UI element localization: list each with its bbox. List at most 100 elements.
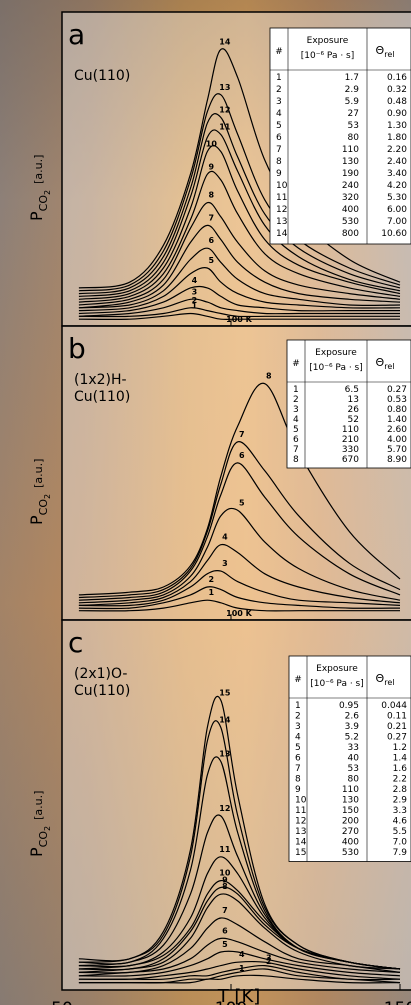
curve-label: 7 <box>239 430 245 439</box>
table-cell: 270 <box>342 827 359 837</box>
curve-label: 5 <box>239 498 245 507</box>
table-cell: 530 <box>342 848 359 858</box>
curve-label: 10 <box>206 140 218 149</box>
exposure-table: #Exposure[10⁻⁶ Pa · s]Θrel16.50.272130.5… <box>287 340 411 468</box>
table-cell: 110 <box>342 425 359 435</box>
table-cell: 13 <box>348 395 359 405</box>
table-cell: 0.90 <box>387 109 407 119</box>
table-cell: 1.40 <box>387 415 407 425</box>
table-cell: 0.80 <box>387 405 407 415</box>
curve-label: 3 <box>266 954 272 963</box>
table-cell: 2.20 <box>387 145 407 155</box>
curve-label: 10 <box>219 869 231 878</box>
table-cell: 33 <box>348 743 359 753</box>
y-label-main: P <box>27 515 46 525</box>
curve-label: 4 <box>239 950 245 959</box>
curve-label: 15 <box>219 688 231 697</box>
curve-label: 14 <box>219 37 231 46</box>
curve-label: 6 <box>222 926 228 935</box>
table-cell: 200 <box>342 817 359 827</box>
curve-label: 8 <box>209 191 215 200</box>
table-cell: 2.8 <box>393 785 408 795</box>
table-cell: 9 <box>276 169 282 179</box>
y-label-unit: [a.u.] <box>32 791 45 820</box>
panel-label: a <box>68 18 85 51</box>
sample-name: (1x2)H- <box>74 372 127 388</box>
y-label-sub: CO <box>37 499 50 516</box>
theta: Θ <box>376 44 385 57</box>
panel-label: c <box>68 626 83 659</box>
table-cell: 0.27 <box>387 385 407 395</box>
x-tick-label: 100 K <box>226 609 252 618</box>
curve-label: 7 <box>222 906 228 915</box>
curve-label: 6 <box>209 236 215 245</box>
table-cell: 5 <box>276 121 282 131</box>
theta-sub: rel <box>384 362 394 371</box>
table-cell: 530 <box>342 217 359 227</box>
table-cell: 11 <box>276 193 287 203</box>
curve-label: 4 <box>222 533 228 542</box>
y-label-subsub: 2 <box>43 190 52 195</box>
table-cell: 15 <box>295 848 306 858</box>
table-cell: 8.90 <box>387 455 407 465</box>
y-label-sub: CO <box>37 831 50 848</box>
y-label-unit: [a.u.] <box>32 459 45 488</box>
table-cell: 0.21 <box>387 722 407 732</box>
curve-label: 3 <box>222 559 228 568</box>
table-cell: 7.0 <box>393 838 408 848</box>
table-cell: 4.6 <box>393 817 408 827</box>
table-cell: 3 <box>276 97 282 107</box>
y-label-main: P <box>27 211 46 221</box>
table-cell: 40 <box>348 754 360 764</box>
table-cell: 2.9 <box>393 796 408 806</box>
curve-label: 13 <box>219 750 230 759</box>
page: {"chart_data":[ {"type":"line","panel_la… <box>0 0 411 1005</box>
table-cell: 330 <box>342 445 359 455</box>
table-cell: 9 <box>295 785 301 795</box>
figure: 100 K1234567891011121314aCu(110)PCO2[a.u… <box>0 0 411 1005</box>
table-cell: 27 <box>348 109 359 119</box>
table-header: Exposure <box>307 36 349 46</box>
table-header: [10⁻⁶ Pa · s] <box>309 363 363 373</box>
y-axis-label: PCO2[a.u.] <box>27 155 52 221</box>
panel-label: b <box>68 332 86 365</box>
table-cell: 2.60 <box>387 425 407 435</box>
curve-label: 8 <box>266 372 272 381</box>
table-cell: 3.40 <box>387 169 407 179</box>
table-cell: 8 <box>295 775 301 785</box>
table-cell: 4 <box>276 109 282 119</box>
table-cell: 0.48 <box>387 97 407 107</box>
table-header: Exposure <box>316 664 358 674</box>
table-cell: 0.11 <box>387 712 407 722</box>
table-cell: 190 <box>342 169 359 179</box>
table-cell: 1 <box>295 701 301 711</box>
sample-name: Cu(110) <box>74 389 130 405</box>
curve-label: 9 <box>209 162 215 171</box>
table-cell: 7.00 <box>387 217 407 227</box>
curve-label: 4 <box>192 276 198 285</box>
x-tick-label: 50 <box>51 999 73 1005</box>
curve-label: 7 <box>209 213 215 222</box>
table-cell: 1.4 <box>393 754 408 764</box>
table-cell: 5 <box>295 743 301 753</box>
table-cell: 7 <box>276 145 282 155</box>
table-cell: 1.80 <box>387 133 407 143</box>
table-cell: 10 <box>276 181 288 191</box>
table-cell: 12 <box>295 817 306 827</box>
table-cell: 1.6 <box>393 764 408 774</box>
curve-label: 2 <box>209 575 215 584</box>
table-cell: 2.6 <box>345 712 360 722</box>
y-axis-label: PCO2[a.u.] <box>27 459 52 525</box>
table-cell: 5.5 <box>393 827 407 837</box>
table-cell: 5.9 <box>345 97 360 107</box>
curve-label: 11 <box>219 845 231 854</box>
table-cell: 4.00 <box>387 435 407 445</box>
table-cell: 2.9 <box>345 85 360 95</box>
x-tick-label: 150 <box>384 999 411 1005</box>
table-cell: 110 <box>342 785 359 795</box>
table-cell: 320 <box>342 193 359 203</box>
theta-sub: rel <box>384 50 394 59</box>
y-label-sub: CO <box>37 195 50 212</box>
table-cell: 1.7 <box>345 73 359 83</box>
